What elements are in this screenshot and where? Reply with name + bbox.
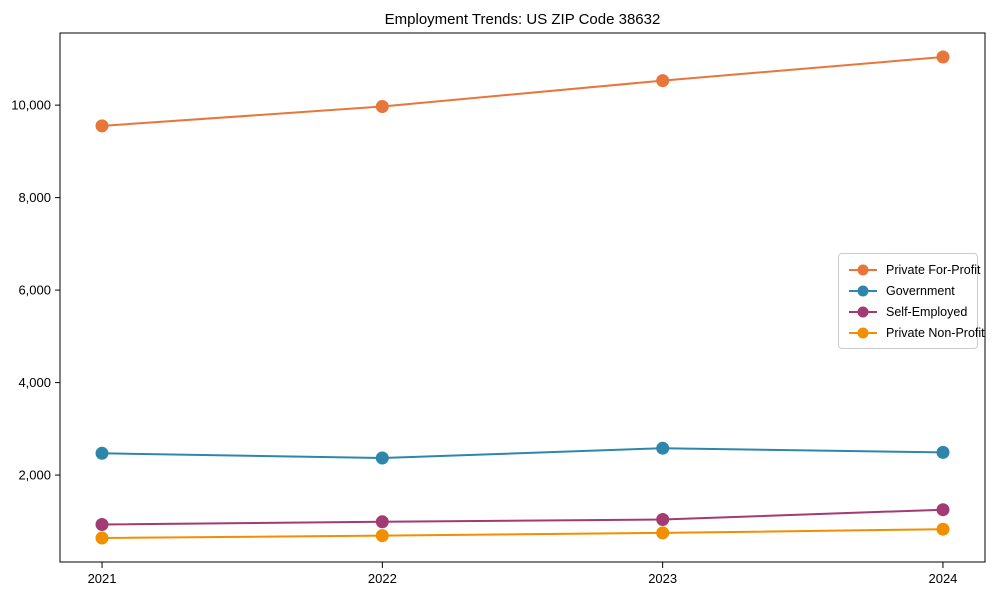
data-point-private-for-profit [936,50,950,64]
data-point-private-for-profit [375,100,389,113]
data-point-private-for-profit [95,119,109,133]
data-point-government [936,445,950,459]
chart-title: Employment Trends: US ZIP Code 38632 [384,11,661,28]
legend-item-private-non-profit: Private Non-Profit [848,322,985,343]
data-point-government [95,446,109,460]
legend-item-government: Government [848,280,968,301]
legend-label-private-non-profit: Private Non-Profit [886,325,985,340]
x-tick-label: 2024 [928,571,957,586]
legend-marker-private-for-profit [849,264,877,275]
legend-marker-self-employed [849,306,877,317]
data-point-self-employed [95,518,109,531]
legend-label-private-for-profit: Private For-Profit [886,262,981,277]
legend-item-self-employed: Self-Employed [848,301,968,322]
series-line-self-employed [101,508,944,526]
x-tick-label: 2022 [368,571,397,586]
plot-border [59,32,986,563]
legend-item-private-for-profit: Private For-Profit [848,259,980,280]
legend-marker-government [849,285,877,296]
legend-label-government: Government [886,283,955,298]
y-tick-label: 6,000 [18,283,51,298]
data-point-government [375,451,389,465]
data-point-private-for-profit [656,74,670,88]
x-tick-label: 2021 [88,571,117,586]
data-point-private-non-profit [95,531,109,545]
series-line-private-non-profit [101,528,944,539]
data-point-government [656,441,670,455]
data-point-self-employed [656,513,670,526]
y-tick-label: 2,000 [18,468,51,483]
data-point-private-non-profit [375,529,389,543]
legend: Private For-Profit Government Self-Employe… [838,253,985,349]
y-tick-label: 10,000 [11,98,51,113]
series-line-private-for-profit [101,56,944,127]
data-point-private-non-profit [936,522,950,536]
series-line-government [101,447,944,460]
data-point-self-employed [375,515,389,529]
legend-label-self-employed: Self-Employed [886,304,968,319]
y-tick-label: 4,000 [18,375,51,390]
y-tick-label: 8,000 [18,190,51,205]
data-point-private-non-profit [656,526,670,540]
legend-marker-private-non-profit [849,327,877,338]
x-tick-label: 2023 [648,571,677,586]
data-point-self-employed [936,503,950,517]
